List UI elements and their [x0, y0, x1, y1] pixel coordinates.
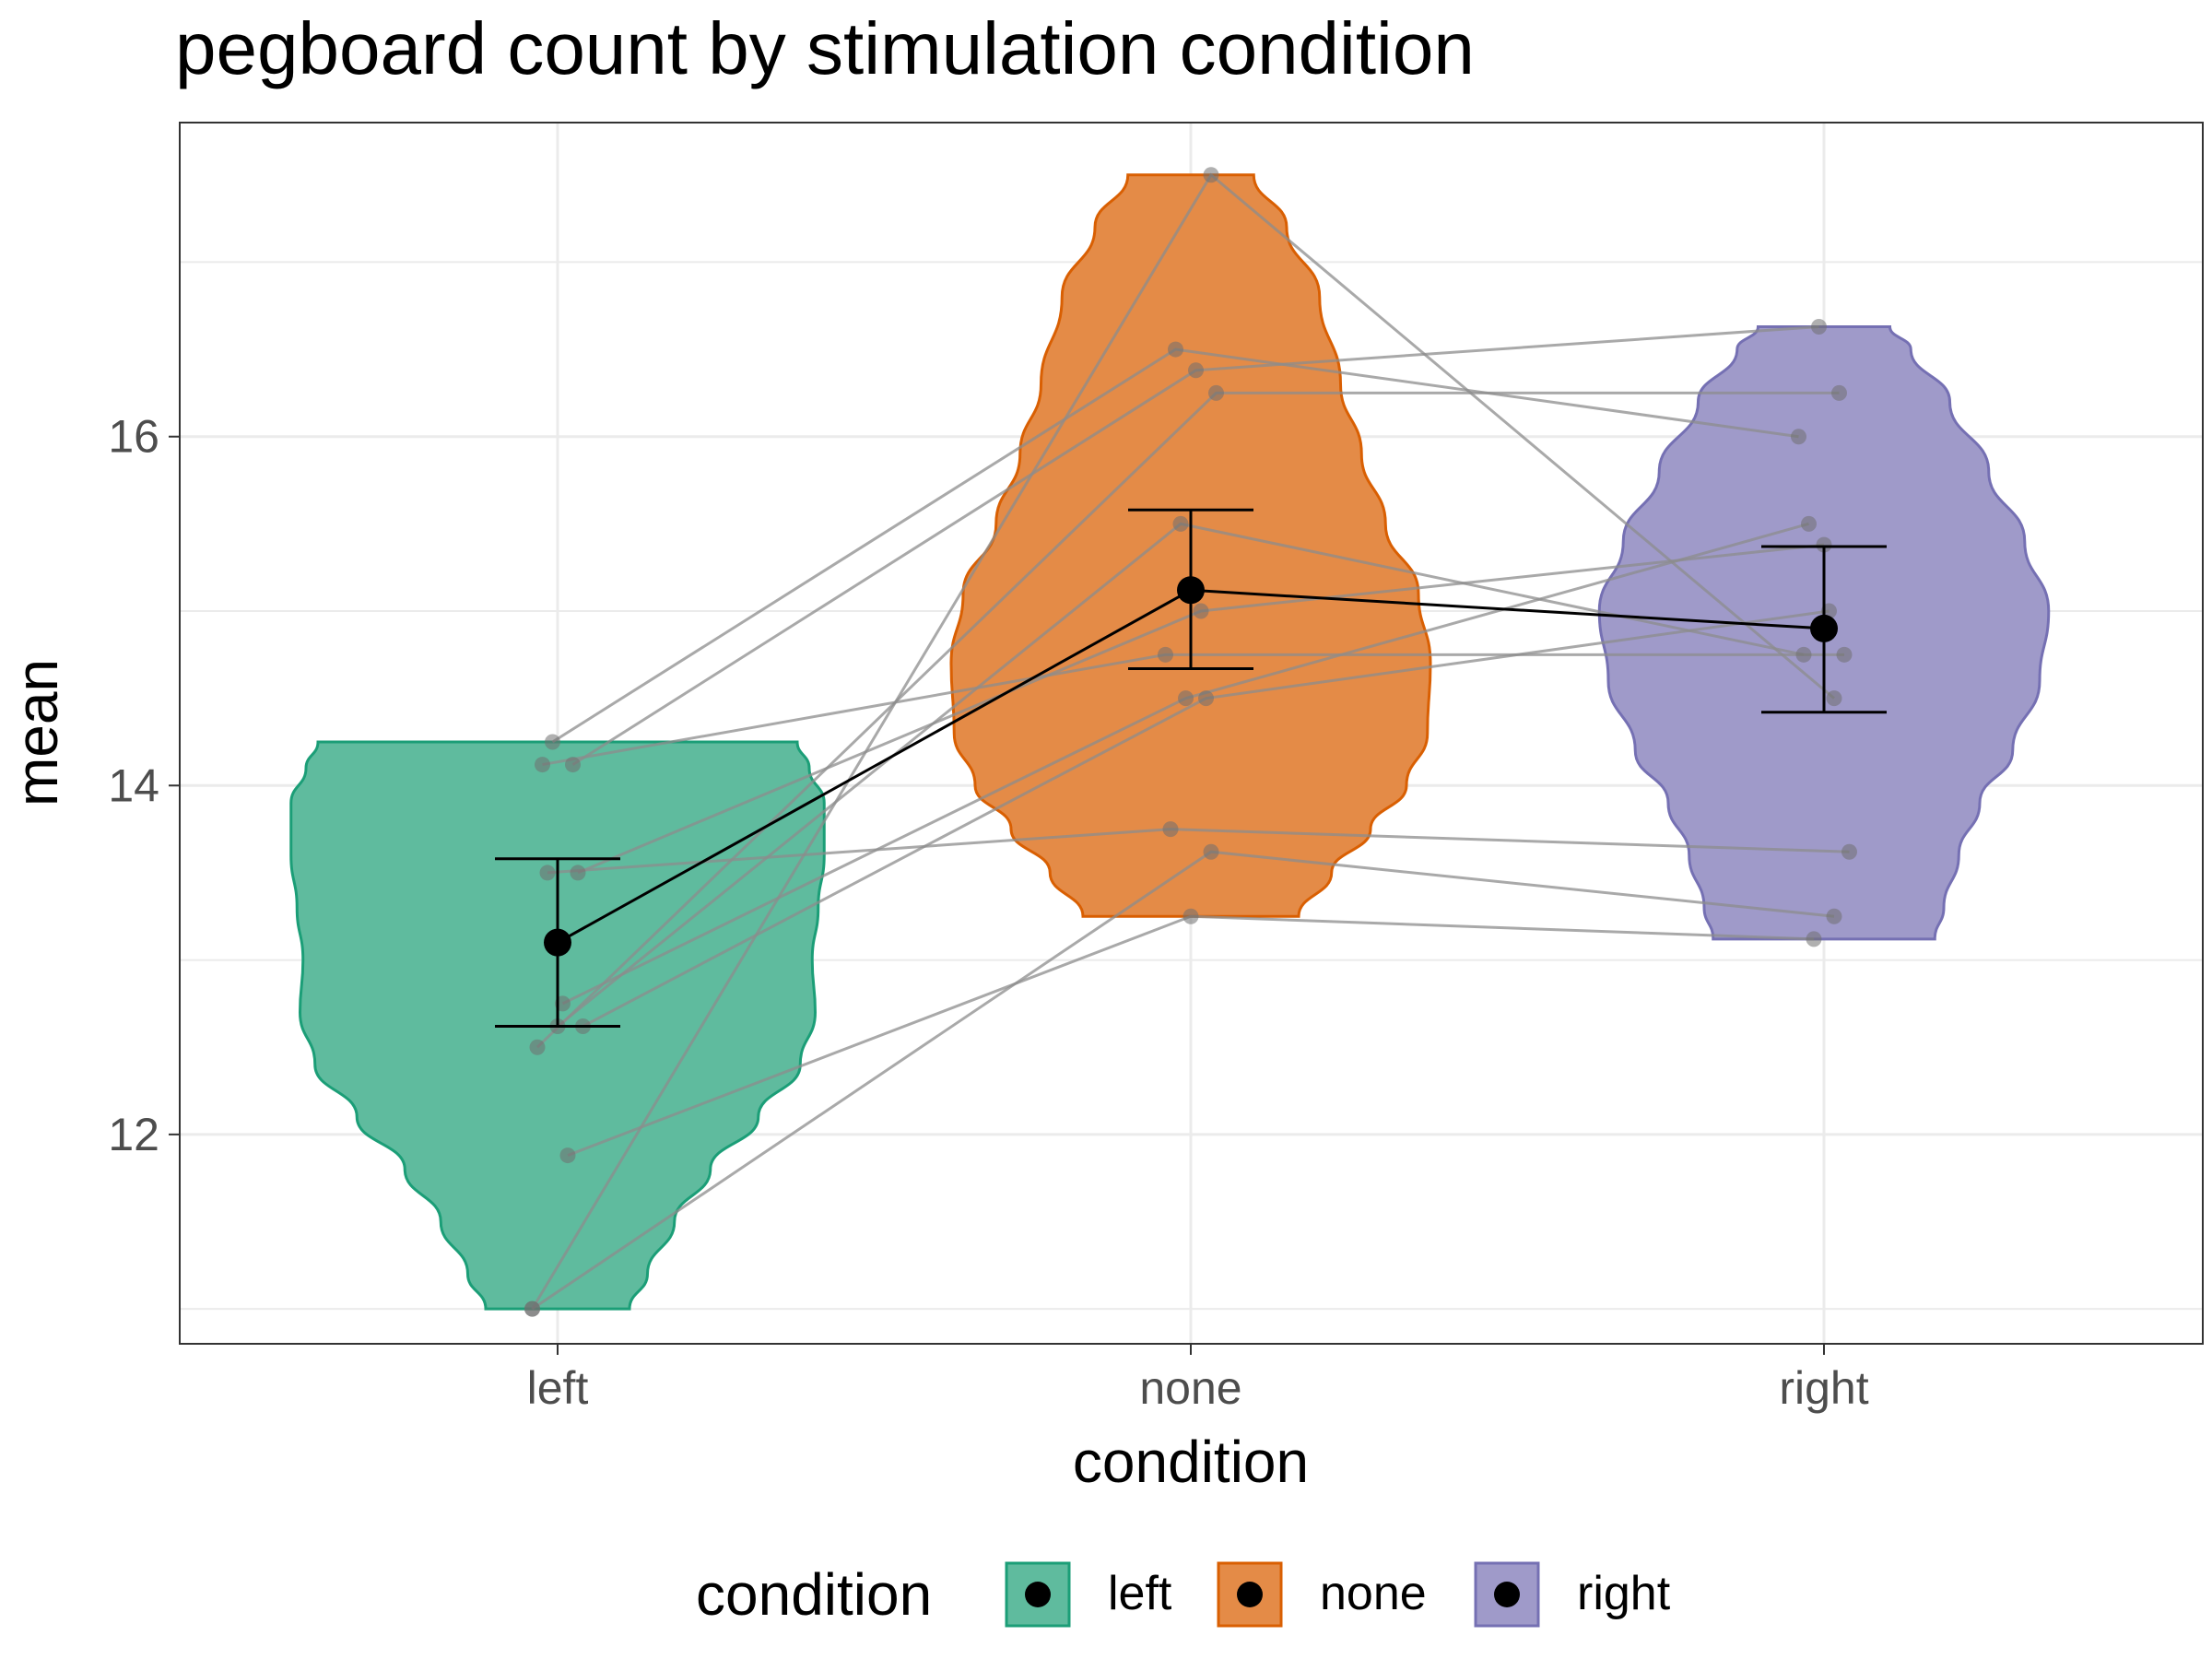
legend-title: condition — [696, 1561, 932, 1628]
mean-point-left — [544, 928, 571, 957]
subject-point — [559, 1147, 576, 1164]
subject-point — [535, 757, 550, 773]
subject-point — [1826, 690, 1842, 707]
subject-point — [529, 1039, 546, 1055]
mean-point-right — [1810, 614, 1838, 642]
x-axis-title: condition — [1073, 1429, 1309, 1495]
subject-point — [1203, 843, 1219, 860]
legend-key-point — [1025, 1582, 1051, 1607]
mean-point-none — [1177, 576, 1205, 605]
x-tick-label: right — [1779, 1362, 1868, 1414]
subject-point — [1168, 341, 1183, 358]
x-tick-label: left — [527, 1362, 589, 1414]
subject-point — [1178, 690, 1194, 707]
summary-layer — [495, 508, 1887, 1028]
subject-point — [1188, 362, 1204, 379]
subject-point — [1806, 931, 1822, 947]
subject-point — [524, 1300, 540, 1317]
subject-point — [1203, 167, 1219, 183]
subject-point — [539, 865, 556, 881]
subject-point — [565, 757, 581, 773]
subject-point — [1801, 515, 1817, 532]
x-tick-label: none — [1139, 1362, 1241, 1414]
subject-point — [545, 734, 560, 750]
subject-point — [1811, 318, 1827, 335]
y-tick-label: 12 — [108, 1109, 159, 1160]
legend: condition left none right — [696, 1561, 1671, 1628]
subject-point — [1841, 843, 1857, 860]
subject-point — [1831, 384, 1847, 401]
legend-label-none: none — [1320, 1567, 1427, 1620]
subject-point — [1172, 515, 1189, 532]
legend-label-left: left — [1108, 1567, 1172, 1620]
subject-point — [1198, 690, 1214, 707]
chart-title: pegboard count by stimulation condition — [175, 7, 1475, 89]
legend-label-right: right — [1577, 1567, 1671, 1620]
subject-point — [1795, 646, 1812, 663]
legend-key-point — [1237, 1582, 1263, 1607]
subject-point — [1158, 646, 1173, 663]
subject-point — [1193, 603, 1209, 619]
y-tick-label: 14 — [108, 759, 159, 811]
subject-point — [1182, 908, 1199, 924]
subject-point — [570, 865, 586, 881]
subject-point — [1836, 646, 1853, 663]
subject-point — [1208, 384, 1224, 401]
subject-point — [1162, 821, 1179, 838]
subject-point — [1816, 536, 1832, 553]
y-tick-label: 16 — [108, 411, 159, 463]
subject-point — [1791, 429, 1806, 445]
y-axis-title: mean — [4, 659, 70, 806]
subject-point — [1826, 908, 1842, 924]
legend-key-point — [1494, 1582, 1520, 1607]
axes: 12 14 16 left none right — [108, 411, 1868, 1414]
